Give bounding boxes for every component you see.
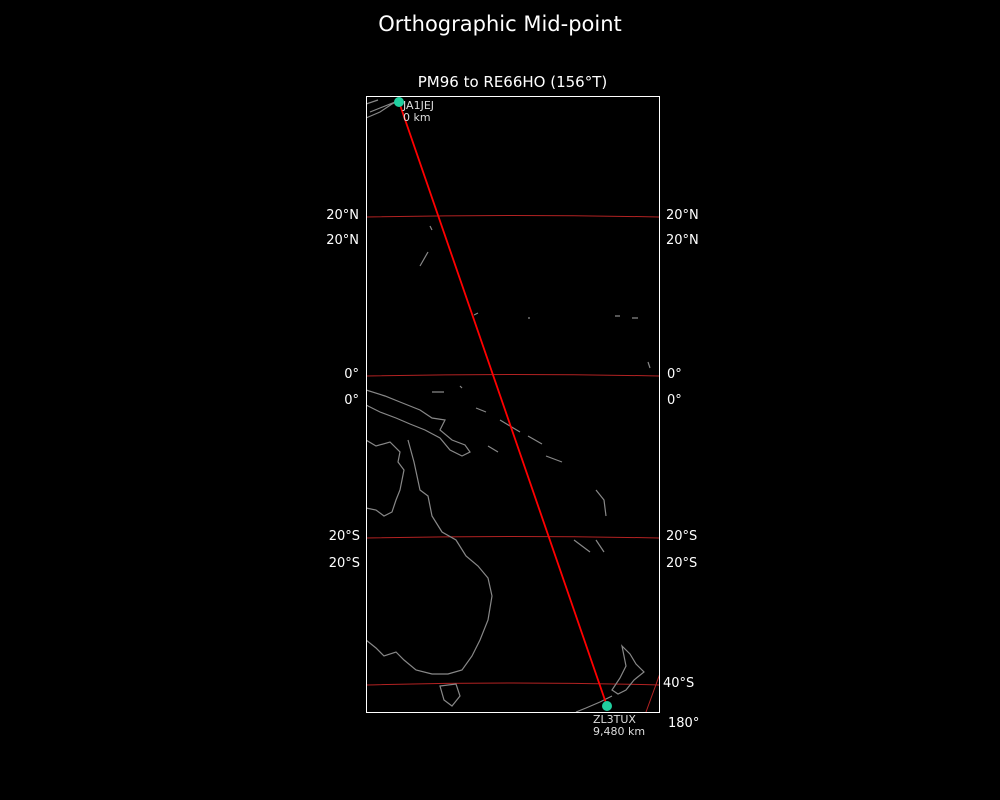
station-label-end: ZL3TUX 9,480 km — [593, 714, 645, 738]
coast-solomons — [487, 419, 563, 463]
lat-label-left-20n-2: 20°N — [326, 233, 359, 248]
station-call: ZL3TUX — [593, 713, 636, 726]
station-label-start: JA1JEJ 0 km — [403, 100, 434, 124]
coast-australia — [366, 439, 493, 675]
figure-title: Orthographic Mid-point — [378, 12, 622, 36]
map-title: PM96 to RE66HO (156°T) — [417, 73, 608, 91]
station-marker-start — [394, 97, 404, 107]
lat-label-left-0: 0° — [344, 367, 359, 382]
lat-label-right-40s: 40°S — [663, 676, 695, 691]
parallel-0 — [366, 374, 659, 377]
parallel-20s — [366, 536, 659, 539]
lat-label-right-0-2: 0° — [667, 393, 682, 408]
coast-tasmania — [439, 683, 461, 707]
station-distance: 0 km — [403, 111, 431, 124]
parallel-40s — [366, 682, 659, 686]
coastlines — [366, 99, 651, 712]
station-call: JA1JEJ — [403, 99, 435, 112]
lat-label-right-20n-2: 20°N — [666, 233, 699, 248]
parallel-20n — [366, 215, 659, 218]
coast-new-zealand-north — [611, 644, 645, 695]
lat-label-left-20n: 20°N — [326, 208, 359, 223]
lat-label-right-0: 0° — [667, 367, 682, 382]
coast-new-guinea — [366, 389, 471, 457]
lat-label-right-20s-2: 20°S — [666, 556, 698, 571]
lon-label-180: 180° — [668, 716, 700, 731]
coast-vanuatu-fiji — [573, 489, 607, 553]
station-distance: 9,480 km — [593, 725, 646, 738]
coast-new-zealand-south — [575, 695, 613, 712]
station-marker-end — [602, 701, 612, 711]
lat-label-right-20n: 20°N — [666, 208, 699, 223]
coast-islands — [419, 225, 651, 413]
lat-label-left-0-2: 0° — [344, 393, 359, 408]
great-circle-path — [398, 101, 608, 707]
lat-label-left-20s-2: 20°S — [328, 556, 360, 571]
lat-label-right-20s: 20°S — [666, 529, 698, 544]
meridian-180 — [645, 674, 659, 712]
lat-label-left-20s: 20°S — [328, 529, 360, 544]
graticule — [366, 215, 659, 712]
map-frame — [366, 96, 660, 713]
